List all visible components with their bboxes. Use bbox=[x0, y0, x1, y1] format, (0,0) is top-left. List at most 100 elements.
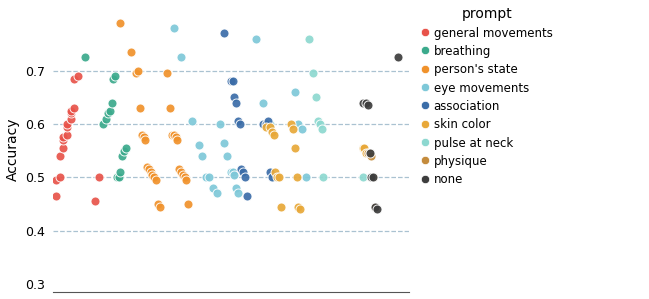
Legend: general movements, breathing, person's state, eye movements, association, skin c: general movements, breathing, person's s… bbox=[419, 4, 556, 190]
Point bbox=[227, 79, 238, 84]
Point bbox=[147, 172, 158, 177]
Point bbox=[215, 121, 225, 126]
Point bbox=[149, 175, 160, 180]
Point bbox=[238, 170, 249, 174]
Point bbox=[183, 202, 193, 206]
Point bbox=[58, 138, 69, 142]
Point bbox=[262, 121, 272, 126]
Point bbox=[219, 140, 229, 145]
Point bbox=[358, 100, 368, 105]
Point bbox=[131, 71, 141, 76]
Point bbox=[73, 74, 83, 78]
Point bbox=[186, 119, 197, 123]
Point bbox=[226, 79, 236, 84]
Point bbox=[143, 167, 154, 172]
Point bbox=[361, 100, 371, 105]
Point bbox=[169, 132, 179, 137]
Point bbox=[295, 207, 306, 212]
Point bbox=[138, 135, 149, 140]
Point bbox=[103, 111, 113, 116]
Point bbox=[274, 175, 284, 180]
Point bbox=[363, 151, 373, 155]
Point bbox=[366, 153, 376, 158]
Point bbox=[176, 170, 186, 174]
Point bbox=[181, 178, 191, 182]
Point bbox=[241, 193, 252, 198]
Point bbox=[80, 55, 90, 60]
Point bbox=[116, 20, 126, 25]
Point bbox=[126, 50, 136, 54]
Point bbox=[151, 178, 161, 182]
Point bbox=[108, 76, 119, 81]
Point bbox=[313, 119, 323, 123]
Point bbox=[154, 204, 165, 209]
Point bbox=[291, 175, 302, 180]
Point bbox=[229, 95, 239, 100]
Point bbox=[104, 108, 115, 113]
Point bbox=[197, 153, 208, 158]
Point bbox=[135, 106, 145, 110]
Point bbox=[286, 121, 297, 126]
Point bbox=[233, 191, 243, 196]
Point bbox=[58, 146, 69, 150]
Point bbox=[69, 106, 79, 110]
Point bbox=[317, 127, 327, 132]
Point bbox=[208, 185, 218, 190]
Point bbox=[179, 175, 190, 180]
Point bbox=[359, 146, 369, 150]
Point bbox=[116, 170, 126, 174]
Point bbox=[289, 146, 300, 150]
Point bbox=[363, 103, 373, 108]
Point bbox=[172, 138, 182, 142]
Point bbox=[293, 121, 304, 126]
Point bbox=[66, 116, 76, 121]
Point bbox=[231, 185, 241, 190]
Point bbox=[229, 172, 239, 177]
Point bbox=[140, 138, 151, 142]
Point bbox=[258, 100, 268, 105]
Point bbox=[366, 175, 376, 180]
Point bbox=[110, 74, 120, 78]
Point bbox=[311, 95, 321, 100]
Point bbox=[358, 175, 368, 180]
Point bbox=[227, 170, 238, 174]
Point bbox=[265, 124, 275, 129]
Point bbox=[368, 175, 378, 180]
Point bbox=[62, 132, 72, 137]
Point bbox=[258, 121, 268, 126]
Point bbox=[370, 204, 380, 209]
Point bbox=[288, 127, 299, 132]
Point bbox=[393, 55, 404, 60]
Point bbox=[55, 175, 65, 180]
Point bbox=[240, 175, 251, 180]
Point bbox=[114, 175, 124, 180]
Point bbox=[267, 175, 277, 180]
Point bbox=[58, 135, 69, 140]
Point bbox=[265, 170, 275, 174]
Point bbox=[193, 143, 204, 148]
Point bbox=[178, 172, 188, 177]
Point bbox=[112, 175, 122, 180]
Point bbox=[66, 108, 76, 113]
Point bbox=[171, 135, 181, 140]
Point bbox=[136, 132, 147, 137]
Point bbox=[66, 111, 76, 116]
Point bbox=[265, 121, 275, 126]
Point bbox=[165, 106, 175, 110]
Point bbox=[94, 175, 104, 180]
Point bbox=[153, 202, 163, 206]
Point bbox=[275, 204, 286, 209]
Point bbox=[304, 36, 314, 41]
Point bbox=[145, 170, 156, 174]
Point bbox=[308, 71, 318, 76]
Point bbox=[262, 124, 272, 129]
Point bbox=[204, 175, 215, 180]
Point bbox=[219, 31, 229, 36]
Y-axis label: Accuracy: Accuracy bbox=[6, 118, 19, 181]
Point bbox=[268, 175, 278, 180]
Point bbox=[370, 204, 380, 209]
Point bbox=[293, 204, 304, 209]
Point bbox=[300, 175, 311, 180]
Point bbox=[162, 71, 172, 76]
Point bbox=[90, 199, 101, 204]
